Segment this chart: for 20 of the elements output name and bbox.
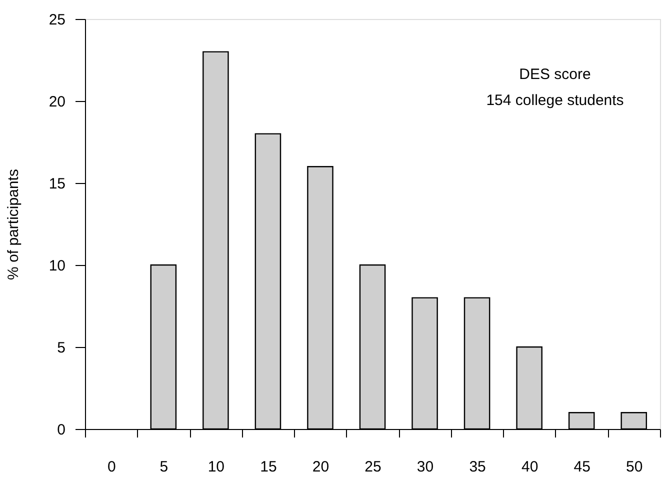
x-tick-label: 20 [312, 458, 330, 476]
x-tick-label: 40 [521, 458, 538, 476]
x-tick-label: 50 [626, 458, 643, 476]
x-tick-label: 10 [208, 458, 225, 476]
y-tick-label: 0 [57, 422, 66, 438]
y-tick-label: 25 [48, 12, 66, 28]
y-tick-label: 5 [57, 340, 66, 356]
y-tick-label: 20 [48, 94, 66, 110]
x-tick-label: 25 [364, 458, 382, 476]
y-tick-label: 15 [48, 176, 66, 192]
x-tick-label: 45 [574, 458, 590, 476]
y-axis-title: % of participants [4, 169, 22, 280]
x-tick-label: 35 [469, 458, 486, 476]
annotation: DES score [519, 66, 591, 83]
x-tick-label: 30 [416, 458, 434, 476]
annotation: 154 college students [486, 92, 624, 109]
x-tick-label: 0 [107, 458, 116, 476]
x-tick-label: 15 [260, 458, 277, 476]
x-tick-label: 5 [160, 458, 168, 476]
y-tick-label: 10 [48, 258, 66, 274]
